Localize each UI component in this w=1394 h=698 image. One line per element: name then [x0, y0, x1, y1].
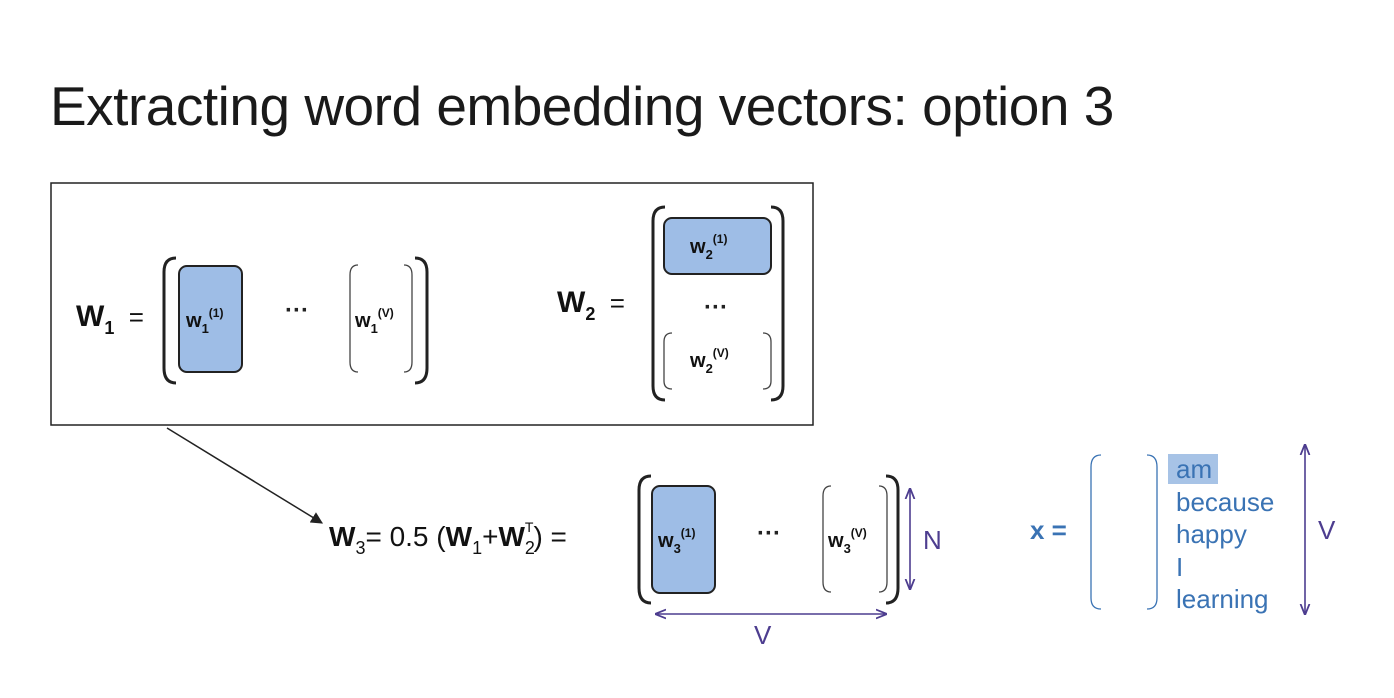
w3-last-column-bracket-right	[878, 485, 888, 593]
w3-first-column	[651, 485, 716, 594]
w3-formula-w1-subscript: 1	[472, 538, 483, 558]
w1-first-col-symbol: w	[186, 310, 202, 332]
w1-last-column-bracket-right	[403, 264, 413, 373]
w3-formula-coefficient: = 0.5 (	[365, 521, 446, 552]
w2-last-row-bracket-left	[663, 332, 673, 390]
w1-last-col-subscript: 1	[370, 321, 378, 336]
w2-first-row-superscript: (1)	[712, 232, 728, 246]
vocabulary-item: because	[1176, 486, 1275, 517]
w3-subscript: 3	[355, 538, 366, 558]
w3-formula-plus: +	[482, 521, 499, 552]
w2-last-row-label: w2(V)	[690, 346, 729, 376]
w1-last-col-symbol: w	[355, 310, 371, 332]
w2-first-row-symbol: w	[690, 236, 706, 258]
vocabulary-list: am because happy I learning	[1168, 453, 1275, 616]
w3-first-col-superscript: (1)	[680, 526, 696, 540]
slide-title: Extracting word embedding vectors: optio…	[50, 75, 1114, 137]
w2-first-row	[663, 217, 772, 275]
w3-formula-close: ) =	[533, 521, 567, 552]
w3-last-col-superscript: (V)	[850, 526, 867, 540]
w1-last-column-bracket-left	[349, 264, 359, 373]
w3-formula-w1: W	[445, 521, 473, 552]
w3-first-column-label: w3(1)	[658, 526, 695, 556]
w2-last-row-subscript: 2	[705, 361, 713, 376]
w3-last-col-symbol: w	[828, 530, 844, 552]
w1-w2-frame	[50, 182, 814, 426]
w3-symbol: W	[329, 521, 356, 552]
w3-first-col-subscript: 3	[673, 541, 681, 556]
w2-left-bracket	[651, 205, 666, 402]
w2-symbol: W	[557, 286, 586, 319]
w2-ellipsis: ···	[704, 294, 728, 321]
x-vector-right-bracket	[1146, 454, 1158, 610]
x-vector-label: x =	[1030, 515, 1067, 545]
w1-last-column-label: w1(V)	[355, 306, 394, 336]
w3-rows-dimension-label: N	[923, 525, 942, 555]
w2-right-bracket	[770, 205, 785, 402]
w1-first-column-label: w1(1)	[186, 306, 223, 336]
w3-last-column-label: w3(V)	[828, 526, 867, 556]
x-vector-left-bracket	[1090, 454, 1102, 610]
w2-first-row-label: w2(1)	[690, 232, 727, 262]
w2-subscript: 2	[585, 304, 596, 324]
vocabulary-word: am	[1168, 454, 1219, 484]
w3-right-bracket	[885, 474, 900, 605]
w3-formula-w2: W	[498, 521, 525, 552]
w3-formula-w2-subscript: 2	[524, 538, 535, 558]
w3-first-col-symbol: w	[658, 530, 674, 552]
vocabulary-item: happy	[1176, 519, 1247, 549]
w1-right-bracket	[414, 256, 429, 385]
w1-first-col-subscript: 1	[201, 321, 209, 336]
x-vector-dimension-label: V	[1318, 515, 1336, 545]
w3-ellipsis: ···	[757, 520, 781, 547]
vocabulary-item: learning	[1176, 584, 1269, 614]
w1-first-col-superscript: (1)	[208, 306, 224, 320]
frame-to-w3-arrow	[166, 427, 324, 524]
w2-label: W2 =	[557, 286, 625, 325]
w2-last-row-superscript: (V)	[712, 346, 729, 360]
w1-symbol: W	[76, 300, 105, 333]
vocabulary-item: I	[1176, 551, 1184, 582]
w1-left-bracket	[162, 256, 177, 385]
w1-label: W1 =	[76, 300, 144, 339]
w1-ellipsis: ···	[285, 297, 309, 324]
w2-last-row-bracket-right	[762, 332, 772, 390]
w3-formula: W3= 0.5 (W1+W2T) =	[329, 519, 567, 559]
w1-subscript: 1	[104, 318, 115, 338]
w3-last-col-subscript: 3	[843, 541, 851, 556]
w2-first-row-subscript: 2	[705, 247, 713, 262]
w1-equals: =	[128, 302, 144, 332]
w3-left-bracket	[637, 474, 652, 605]
w1-first-column	[178, 265, 243, 373]
vocabulary-item-highlighted: am	[1168, 453, 1274, 486]
w2-last-row-symbol: w	[690, 350, 706, 372]
w3-last-column-bracket-left	[822, 485, 832, 593]
w3-formula-transpose: T	[524, 519, 534, 535]
w3-cols-dimension-label: V	[754, 620, 772, 650]
w1-last-col-superscript: (V)	[377, 306, 394, 320]
w2-equals: =	[609, 288, 625, 318]
